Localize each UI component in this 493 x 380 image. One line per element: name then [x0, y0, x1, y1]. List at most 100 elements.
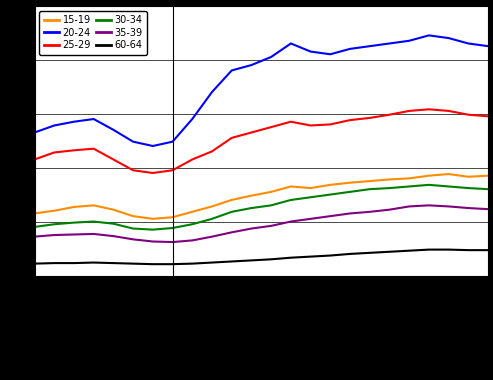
35-39: [387, 207, 392, 212]
15-19: [110, 207, 116, 212]
60-64: [406, 249, 412, 253]
20-24: [426, 33, 432, 38]
60-64: [446, 247, 452, 252]
Line: 35-39: 35-39: [35, 205, 488, 242]
25-29: [485, 114, 491, 119]
20-24: [367, 44, 373, 48]
30-34: [288, 198, 294, 202]
20-24: [229, 68, 235, 73]
30-34: [308, 195, 314, 200]
15-19: [170, 215, 176, 220]
60-64: [51, 261, 57, 265]
30-34: [406, 184, 412, 189]
35-39: [485, 207, 491, 211]
25-29: [327, 122, 333, 127]
60-64: [209, 260, 215, 265]
35-39: [229, 230, 235, 234]
25-29: [91, 146, 97, 151]
60-64: [150, 262, 156, 266]
25-29: [446, 109, 452, 113]
60-64: [308, 254, 314, 259]
20-24: [32, 130, 37, 135]
35-39: [288, 219, 294, 224]
60-64: [327, 253, 333, 258]
20-24: [465, 41, 471, 46]
20-24: [110, 128, 116, 132]
60-64: [288, 255, 294, 260]
15-19: [347, 180, 353, 185]
Legend: 15-19, 20-24, 25-29, 30-34, 35-39, 60-64: 15-19, 20-24, 25-29, 30-34, 35-39, 60-64: [39, 11, 147, 55]
30-34: [268, 203, 274, 207]
35-39: [406, 204, 412, 209]
25-29: [51, 150, 57, 155]
25-29: [209, 149, 215, 154]
30-34: [71, 220, 77, 225]
15-19: [465, 174, 471, 179]
30-34: [32, 225, 37, 229]
30-34: [170, 226, 176, 230]
30-34: [387, 186, 392, 190]
25-29: [110, 157, 116, 162]
15-19: [327, 182, 333, 187]
30-34: [327, 192, 333, 197]
25-29: [170, 168, 176, 173]
35-39: [367, 209, 373, 214]
Line: 25-29: 25-29: [35, 109, 488, 173]
35-39: [426, 203, 432, 207]
30-34: [347, 190, 353, 194]
35-39: [248, 226, 254, 231]
30-34: [248, 206, 254, 210]
15-19: [91, 203, 97, 207]
25-29: [268, 125, 274, 129]
30-34: [426, 182, 432, 187]
60-64: [426, 247, 432, 252]
25-29: [32, 157, 37, 162]
35-39: [308, 217, 314, 221]
25-29: [130, 168, 136, 173]
25-29: [189, 157, 195, 162]
60-64: [268, 257, 274, 261]
20-24: [327, 52, 333, 57]
25-29: [150, 171, 156, 175]
15-19: [308, 186, 314, 190]
15-19: [71, 205, 77, 209]
20-24: [189, 117, 195, 121]
30-34: [150, 227, 156, 232]
15-19: [367, 179, 373, 184]
35-39: [150, 239, 156, 244]
35-39: [32, 234, 37, 239]
35-39: [189, 238, 195, 243]
25-29: [308, 123, 314, 128]
30-34: [465, 186, 471, 190]
35-39: [51, 233, 57, 237]
20-24: [130, 139, 136, 144]
Line: 20-24: 20-24: [35, 35, 488, 146]
15-19: [426, 173, 432, 178]
30-34: [446, 184, 452, 189]
25-29: [229, 136, 235, 140]
15-19: [406, 176, 412, 180]
15-19: [446, 172, 452, 176]
30-34: [367, 187, 373, 192]
20-24: [288, 41, 294, 46]
20-24: [446, 36, 452, 40]
25-29: [406, 109, 412, 113]
35-39: [465, 206, 471, 210]
35-39: [91, 232, 97, 236]
20-24: [150, 144, 156, 148]
35-39: [130, 237, 136, 242]
35-39: [170, 240, 176, 244]
15-19: [288, 184, 294, 189]
25-29: [248, 130, 254, 135]
60-64: [248, 258, 254, 263]
30-34: [189, 222, 195, 226]
20-24: [485, 44, 491, 48]
15-19: [485, 173, 491, 178]
35-39: [446, 204, 452, 209]
35-39: [327, 214, 333, 218]
Line: 60-64: 60-64: [35, 250, 488, 264]
30-34: [209, 217, 215, 221]
Line: 15-19: 15-19: [35, 174, 488, 219]
20-24: [268, 55, 274, 59]
35-39: [110, 234, 116, 238]
